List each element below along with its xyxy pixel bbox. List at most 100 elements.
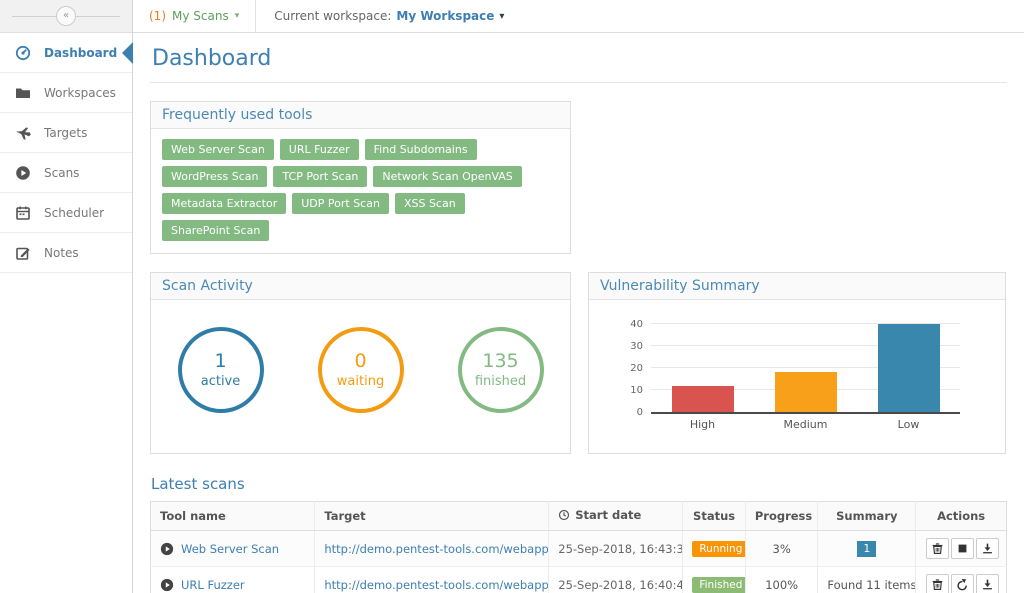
vulnerability-summary-panel: Vulnerability Summary 0 10 20 30 40 High Medi… xyxy=(588,272,1006,454)
chart-plot-area: 0 10 20 30 40 xyxy=(630,319,960,418)
download-button[interactable] xyxy=(976,538,1000,559)
chevron-down-icon: ▾ xyxy=(499,10,505,22)
my-scans-count: (1) xyxy=(149,9,166,23)
sidebar-item-label: Scans xyxy=(44,165,80,180)
table-row: Web Server Scan http://demo.pentest-tools… xyxy=(150,530,1007,567)
sidebar-item-notes[interactable]: Notes xyxy=(0,233,132,273)
sidebar: « Dashboard Workspaces Targets Scans Schedul… xyxy=(0,0,133,593)
panel-title: Vulnerability Summary xyxy=(589,273,1005,300)
chart-y-tick: 10 xyxy=(630,385,643,396)
retry-icon xyxy=(957,579,968,591)
col-summary: Summary xyxy=(817,501,916,531)
dashboard-icon xyxy=(15,45,31,60)
sidebar-item-label: Targets xyxy=(44,125,88,140)
tool-name-link[interactable]: Web Server Scan xyxy=(181,541,280,556)
stop-icon xyxy=(958,544,967,553)
sidebar-item-dashboard[interactable]: Dashboard xyxy=(0,33,133,73)
panel-title: Frequently used tools xyxy=(151,102,570,129)
target-link[interactable]: http://demo.pentest-tools.com/webapp xyxy=(324,577,549,592)
tool-button-metadata-extractor[interactable]: Metadata Extractor xyxy=(162,193,287,214)
start-date: 25-Sep-2018, 16:40:44 xyxy=(548,566,683,593)
workspace-name: My Workspace xyxy=(396,9,495,23)
workspace-dropdown[interactable]: Current workspace: My Workspace ▾ xyxy=(256,9,522,23)
notes-icon xyxy=(16,247,30,260)
folder-icon xyxy=(16,88,30,98)
content: Dashboard Frequently used tools Web Serv… xyxy=(133,33,1024,593)
my-scans-dropdown[interactable]: (1) My Scans ▾ xyxy=(133,0,257,32)
col-actions: Actions xyxy=(915,501,1007,531)
actions-cell xyxy=(915,530,1007,567)
chart-x-labels: High Medium Low xyxy=(651,418,960,431)
playcircle-icon xyxy=(160,578,174,591)
summary-cell: 1 xyxy=(817,530,916,567)
stat-circle-waiting: 0 waiting xyxy=(317,327,404,413)
panel-title: Scan Activity xyxy=(151,273,570,300)
sidebar-item-label: Workspaces xyxy=(44,85,116,100)
sidebar-item-label: Notes xyxy=(44,245,79,260)
chart-gridline xyxy=(651,367,960,368)
my-scans-label: My Scans xyxy=(172,9,229,23)
tool-name-link[interactable]: URL Fuzzer xyxy=(181,577,245,592)
tool-button-xss-scan[interactable]: XSS Scan xyxy=(394,193,465,214)
status-badge: Finished xyxy=(692,576,746,593)
scan-activity-panel: Scan Activity 1 active 0 waiting 135 finished xyxy=(150,272,571,454)
chart-x-label: Medium xyxy=(783,418,828,431)
latest-scans-table: Tool name Target Start date Status Progr… xyxy=(150,501,1007,593)
tool-button-find-subdomains[interactable]: Find Subdomains xyxy=(364,139,477,160)
trash-button[interactable] xyxy=(926,538,950,559)
download-icon xyxy=(983,579,993,590)
clock-icon xyxy=(559,509,570,521)
stat-label: waiting xyxy=(336,373,385,389)
sidebar-item-workspaces[interactable]: Workspaces xyxy=(0,73,132,113)
col-target: Target xyxy=(314,501,549,531)
play-icon xyxy=(16,165,30,180)
target-link[interactable]: http://demo.pentest-tools.com/webapp xyxy=(324,541,549,556)
summary-cell: Found 11 items xyxy=(817,566,916,593)
tool-button-udp-port-scan[interactable]: UDP Port Scan xyxy=(292,193,389,214)
chart-y-tick: 0 xyxy=(636,407,643,418)
tool-button-sharepoint-scan[interactable]: SharePoint Scan xyxy=(162,220,270,241)
stat-value: 1 xyxy=(214,350,227,372)
stat-label: finished xyxy=(474,373,527,389)
tool-button-web-server-scan[interactable]: Web Server Scan xyxy=(162,139,274,160)
download-button[interactable] xyxy=(976,574,1000,593)
plane-icon xyxy=(16,127,31,140)
main-area: (1) My Scans ▾ Current workspace: My Wor… xyxy=(133,0,1024,593)
download-icon xyxy=(983,543,993,554)
trash-button[interactable] xyxy=(926,574,950,593)
chart-x-label: High xyxy=(689,418,716,431)
vulnerability-bar-chart: 0 10 20 30 40 High Medium Low xyxy=(630,319,960,431)
activity-circles: 1 active 0 waiting 135 finished xyxy=(151,300,570,413)
col-start-date: Start date xyxy=(548,501,683,531)
panels-row: Scan Activity 1 active 0 waiting 135 finished… xyxy=(150,272,1007,454)
workspace-label: Current workspace: xyxy=(274,9,392,23)
stop-button[interactable] xyxy=(951,538,975,559)
frequently-used-tools-panel: Frequently used tools Web Server Scan URL… xyxy=(150,101,571,254)
progress-value: 100% xyxy=(744,566,818,593)
actions-cell xyxy=(915,566,1007,593)
topbar: (1) My Scans ▾ Current workspace: My Wor… xyxy=(133,0,1024,33)
summary-badge: 1 xyxy=(857,540,877,557)
stat-label: active xyxy=(200,373,241,389)
table-row: URL Fuzzer http://demo.pentest-tools.com/… xyxy=(150,566,1007,593)
tool-button-wordpress-scan[interactable]: WordPress Scan xyxy=(162,166,268,187)
chevron-down-icon: ▾ xyxy=(234,11,240,21)
sidebar-collapse-button[interactable]: « xyxy=(56,6,76,26)
retry-button[interactable] xyxy=(951,574,975,593)
tool-button-tcp-port-scan[interactable]: TCP Port Scan xyxy=(273,166,368,187)
sidebar-item-targets[interactable]: Targets xyxy=(0,113,132,153)
sidebar-nav: Dashboard Workspaces Targets Scans Scheduler… xyxy=(0,33,133,273)
chart-gridline xyxy=(651,345,960,346)
trash-icon xyxy=(932,543,943,554)
playcircle-icon xyxy=(160,542,174,555)
stat-value: 135 xyxy=(482,350,519,372)
calendar-icon xyxy=(16,206,30,220)
tool-button-network-scan-openvas[interactable]: Network Scan OpenVAS xyxy=(373,166,522,187)
start-date: 25-Sep-2018, 16:43:38 xyxy=(548,530,683,567)
sidebar-item-label: Scheduler xyxy=(44,205,105,220)
chart-y-tick: 20 xyxy=(630,363,643,374)
sidebar-item-scheduler[interactable]: Scheduler xyxy=(0,193,132,233)
tool-button-url-fuzzer[interactable]: URL Fuzzer xyxy=(279,139,359,160)
sidebar-item-scans[interactable]: Scans xyxy=(0,153,132,193)
